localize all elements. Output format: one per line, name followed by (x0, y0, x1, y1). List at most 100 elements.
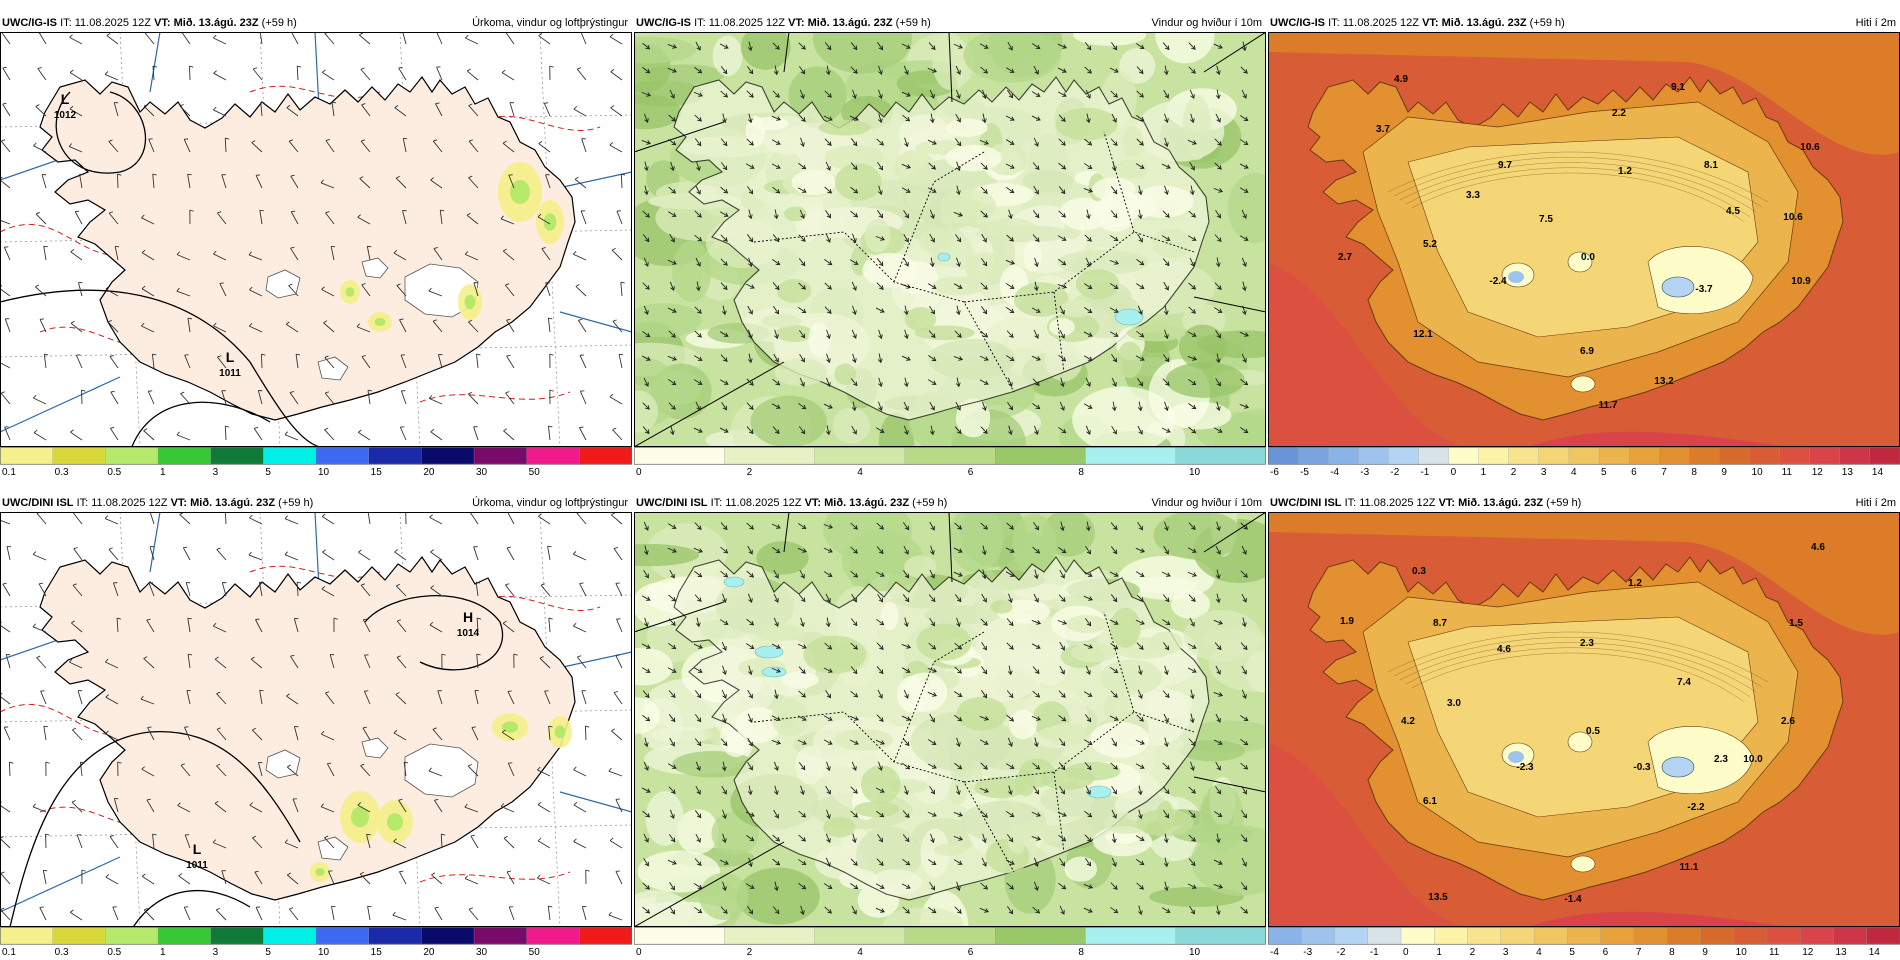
temperature-label: -3.7 (1695, 284, 1713, 295)
colorbar-bin (1601, 927, 1635, 944)
colorbar-bin (724, 447, 815, 464)
temperature-label: 8.7 (1433, 618, 1447, 629)
colorbar-bin (1401, 927, 1435, 944)
temperature-label: 0.3 (1412, 566, 1426, 577)
valid-time: Mið. 13.ágú. 23Z (1458, 497, 1543, 509)
colorbar-bin (1719, 447, 1750, 464)
colorbar-tick-label: 8 (1691, 467, 1697, 478)
colorbar-bin (1358, 447, 1389, 464)
panel-temp-row1: UWC/IG-IS IT: 11.08.2025 12Z VT: Mið. 13… (1268, 14, 1900, 464)
run-info: UWC/IG-IS IT: 11.08.2025 12Z VT: Mið. 13… (2, 14, 297, 32)
colorbar-tick-label: 1 (160, 467, 166, 478)
colorbar-tick-label: -4 (1270, 947, 1279, 958)
colorbar-tick-label: 12 (1802, 947, 1814, 958)
colorbar-bin (1268, 927, 1302, 944)
colorbar-tick-label: -6 (1270, 467, 1279, 478)
panel-title: Hiti í 2m (1856, 494, 1896, 512)
colorbar-bin (263, 447, 316, 464)
panel-wind-row2: UWC/DINI ISL IT: 11.08.2025 12Z VT: Mið.… (634, 494, 1266, 944)
colorbar-bin (1734, 927, 1768, 944)
temperature-label: 1.2 (1628, 578, 1642, 589)
colorbar-tick-label: 4 (857, 947, 863, 958)
temperature-label: 10.6 (1800, 142, 1820, 153)
colorbar-bin (1085, 447, 1176, 464)
colorbar-bin (369, 927, 422, 944)
panel-precip-row1: UWC/IG-IS IT: 11.08.2025 12Z VT: Mið. 13… (0, 14, 632, 464)
colorbar-bin (905, 927, 996, 944)
model-name: UWC/IG-IS (1270, 17, 1325, 29)
temperature-label: 7.5 (1539, 214, 1553, 225)
colorbar-tick-label: 0.3 (55, 947, 69, 958)
temperature-label: 0.5 (1586, 726, 1600, 737)
temperature-label: 1.9 (1340, 616, 1354, 627)
temperature-label: 2.2 (1612, 108, 1626, 119)
colorbar-bin (1689, 447, 1720, 464)
colorbar-tick-label: 1 (160, 947, 166, 958)
colorbar-tick-label: 9 (1721, 467, 1727, 478)
colorbar-bin (1335, 927, 1369, 944)
panel-title: Vindur og hviður í 10m (1152, 14, 1262, 32)
run-info: UWC/DINI ISL IT: 11.08.2025 12Z VT: Mið.… (2, 494, 313, 512)
panel-temp-row2: UWC/DINI ISL IT: 11.08.2025 12Z VT: Mið.… (1268, 494, 1900, 944)
pressure-center-letter: L (193, 841, 202, 857)
init-time: 11.08.2025 12Z (91, 497, 167, 509)
valid-time: Mið. 13.ágú. 23Z (808, 17, 893, 29)
colorbar-tick-label: 2 (1470, 947, 1476, 958)
colorbar-tick-label: 30 (476, 467, 488, 478)
colorbar-tick-label: 3 (213, 467, 219, 478)
colorbar-bin (815, 927, 906, 944)
colorbar-bin (1534, 927, 1568, 944)
colorbar-bin (995, 447, 1086, 464)
colorbar-bin (1468, 927, 1502, 944)
temperature-label: 0.0 (1581, 252, 1595, 263)
panel-wind-row1: UWC/IG-IS IT: 11.08.2025 12Z VT: Mið. 13… (634, 14, 1266, 464)
colorbar-bin (1870, 447, 1900, 464)
colorbar-bin (1501, 927, 1535, 944)
colorbar-tick-label: 6 (1631, 467, 1637, 478)
temperature-label: 2.3 (1714, 754, 1728, 765)
colorbar-tick-label: 12 (1812, 467, 1824, 478)
run-info: UWC/IG-IS IT: 11.08.2025 12Z VT: Mið. 13… (636, 14, 931, 32)
temperature-label: 4.5 (1726, 206, 1740, 217)
vt-label: VT: (1439, 497, 1456, 509)
colorbar-bin (1176, 927, 1266, 944)
colorbar-bin (579, 447, 632, 464)
temperature-label: 11.1 (1680, 862, 1699, 873)
colorbar-bin (1298, 447, 1329, 464)
lead-time: (+59 h) (896, 17, 931, 29)
colorbar-bin (369, 447, 422, 464)
colorbar-tick-label: 0 (1451, 467, 1457, 478)
panel-header: UWC/DINI ISL IT: 11.08.2025 12Z VT: Mið.… (0, 494, 632, 512)
colorbar-tick-label: -1 (1420, 467, 1429, 478)
colorbar-bin (1767, 927, 1801, 944)
temperature-label: 10.6 (1783, 212, 1803, 223)
temperature-label: 6.9 (1580, 346, 1594, 357)
temperature-label: 2.3 (1580, 638, 1594, 649)
panel-header: UWC/DINI ISL IT: 11.08.2025 12Z VT: Mið.… (634, 494, 1266, 512)
colorbar-bin (1567, 927, 1601, 944)
colorbar-bin (158, 447, 211, 464)
temperature-label: -2.3 (1516, 762, 1534, 773)
colorbar-tick-label: 0 (636, 467, 642, 478)
valid-time: Mið. 13.ágú. 23Z (1442, 17, 1527, 29)
run-info: UWC/DINI ISL IT: 11.08.2025 12Z VT: Mið.… (636, 494, 947, 512)
colorbar-bin (1867, 927, 1900, 944)
colorbar-tick-label: 11 (1769, 947, 1780, 958)
colorbar-tick-label: 8 (1078, 947, 1084, 958)
colorbar-tick-label: 10 (1189, 467, 1201, 478)
colorbar-tick-label: 6 (968, 947, 974, 958)
model-name: UWC/DINI ISL (1270, 497, 1342, 509)
temperature-label: -2.2 (1687, 802, 1705, 813)
panel-header: UWC/IG-IS IT: 11.08.2025 12Z VT: Mið. 13… (0, 14, 632, 32)
colorbar-tick-label: 0.1 (2, 467, 16, 478)
colorbar-bin (724, 927, 815, 944)
temperature-label: 3.3 (1466, 190, 1480, 201)
colorbar-bin (634, 447, 725, 464)
colorbar-tick-label: 50 (529, 467, 541, 478)
colorbar-bin (421, 927, 474, 944)
colorbar-tick-label: 0.3 (55, 467, 69, 478)
colorbar-tick-label: 2 (747, 947, 753, 958)
